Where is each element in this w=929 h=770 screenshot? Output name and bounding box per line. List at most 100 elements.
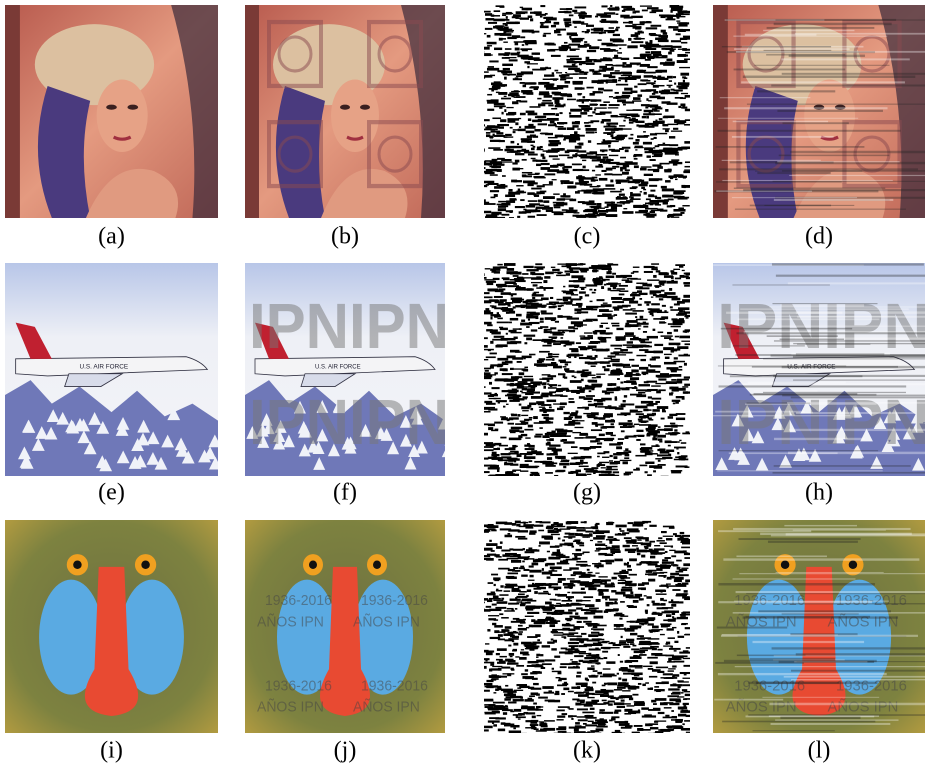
noise: [650, 365, 661, 367]
noise: [574, 324, 583, 327]
noise: [529, 566, 534, 568]
noise: [545, 465, 555, 467]
noise: [675, 721, 682, 723]
stripe: [736, 332, 929, 334]
noise: [651, 296, 653, 297]
noise: [553, 165, 559, 168]
noise: [549, 557, 554, 559]
noise: [674, 429, 677, 431]
noise: [528, 184, 533, 186]
noise: [533, 559, 536, 562]
noise: [630, 592, 633, 595]
noise: [639, 465, 647, 467]
noise: [647, 604, 650, 606]
noise: [609, 541, 612, 544]
noise: [512, 101, 518, 104]
noise: [626, 110, 632, 111]
noise: [495, 474, 507, 477]
noise: [630, 113, 639, 115]
noise: [674, 447, 686, 449]
stripe: [750, 658, 835, 661]
noise: [623, 545, 630, 547]
noise: [651, 210, 660, 211]
noise: [549, 302, 559, 304]
noise: [685, 627, 690, 629]
noise: [576, 561, 587, 563]
noise: [534, 525, 543, 527]
noise: [684, 391, 691, 393]
noise: [643, 331, 647, 333]
noise: [680, 532, 685, 534]
noise: [588, 687, 593, 690]
noise: [635, 146, 643, 148]
noise: [655, 401, 660, 403]
noise: [635, 139, 639, 142]
noise: [621, 636, 623, 638]
noise: [600, 111, 612, 113]
noise: [563, 412, 569, 414]
noise: [629, 558, 637, 561]
noise: [506, 16, 508, 19]
noise: [571, 574, 576, 576]
noise: [678, 681, 689, 682]
noise: [502, 64, 513, 66]
noise: [525, 677, 532, 679]
noise: [569, 207, 574, 210]
noise: [601, 323, 608, 324]
noise: [681, 539, 692, 542]
noise: [563, 466, 566, 468]
noise: [671, 379, 676, 381]
noise: [665, 357, 670, 359]
noise: [664, 354, 672, 355]
noise: [539, 706, 543, 707]
noise: [503, 633, 513, 636]
noise: [671, 719, 679, 721]
noise: [532, 69, 544, 71]
noise: [602, 366, 605, 368]
noise: [501, 338, 508, 341]
noise: [509, 217, 514, 220]
noise: [683, 593, 688, 594]
noise: [484, 129, 491, 131]
noise: [637, 635, 644, 637]
noise: [650, 727, 658, 729]
noise: [666, 565, 671, 568]
noise: [617, 196, 621, 198]
noise: [603, 668, 611, 669]
noise: [605, 64, 612, 66]
noise: [632, 100, 641, 101]
noise: [579, 645, 587, 647]
noise: [573, 212, 579, 213]
noise: [619, 405, 622, 406]
noise: [585, 604, 594, 607]
noise: [538, 123, 547, 125]
noise: [615, 7, 619, 9]
noise: [541, 310, 547, 312]
noise: [485, 712, 496, 714]
noise: [680, 310, 685, 311]
noise: [566, 66, 577, 68]
noise: [674, 361, 685, 363]
noise: [578, 45, 581, 48]
noise: [589, 701, 591, 703]
stripe: [730, 383, 929, 385]
noise: [540, 326, 548, 328]
noise: [613, 306, 623, 308]
noise: [555, 105, 564, 108]
noise: [550, 327, 556, 329]
noise: [651, 445, 659, 447]
stripe: [793, 379, 929, 380]
noise: [571, 522, 575, 524]
noise: [658, 460, 661, 462]
noise: [668, 688, 679, 690]
noise: [491, 82, 502, 85]
stripe: [722, 160, 821, 161]
noise: [484, 650, 494, 652]
noise: [679, 652, 690, 654]
noise: [535, 671, 541, 673]
noise: [684, 77, 687, 79]
noise: [671, 40, 681, 42]
noise: [638, 392, 645, 394]
noise: [685, 329, 695, 331]
noise: [515, 48, 520, 51]
